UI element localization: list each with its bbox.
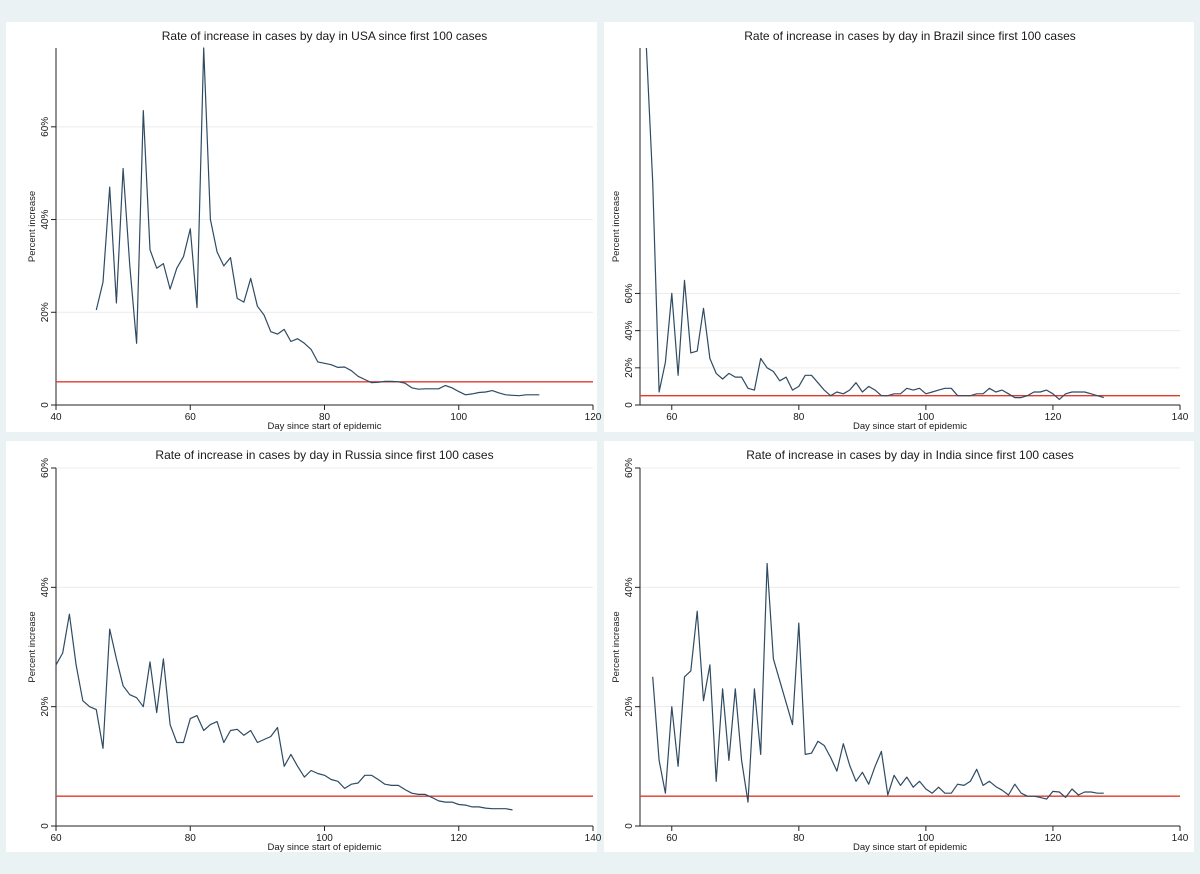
panel-background (604, 22, 1194, 432)
y-tick-label: 60% (40, 117, 51, 137)
x-tick-label: 40 (50, 412, 62, 423)
x-axis-label: Day since start of epidemic (853, 421, 967, 432)
x-tick-label: 120 (1045, 833, 1062, 844)
chart-panel-3: Rate of increase in cases by day in Russ… (6, 441, 602, 853)
y-tick-label: 20% (40, 697, 51, 717)
y-tick-label: 60% (624, 283, 635, 303)
x-tick-label: 120 (450, 833, 467, 844)
y-tick-label: 60% (624, 458, 635, 478)
x-tick-label: 140 (585, 833, 602, 844)
x-tick-label: 80 (319, 412, 331, 423)
series-line (55, 613, 513, 811)
chart-title: Rate of increase in cases by day in Braz… (744, 29, 1076, 43)
series-line (95, 47, 540, 397)
panel-background (6, 22, 597, 432)
x-tick-label: 120 (1045, 412, 1062, 423)
y-axis-label: Percent increase (27, 191, 38, 262)
y-tick-label: 0 (40, 402, 51, 408)
x-tick-label: 120 (585, 412, 602, 423)
chart-panel-2: Rate of increase in cases by day in Braz… (604, 22, 1194, 432)
x-tick-label: 80 (793, 412, 805, 423)
x-tick-label: 60 (666, 833, 678, 844)
x-tick-label: 100 (316, 833, 333, 844)
x-tick-label: 100 (918, 833, 935, 844)
x-tick-label: 100 (918, 412, 935, 423)
y-tick-label: 40% (624, 577, 635, 597)
y-tick-label: 60% (40, 458, 51, 478)
y-axis-label: Percent increase (611, 611, 622, 682)
x-tick-label: 60 (666, 412, 678, 423)
chart-title: Rate of increase in cases by day in USA … (162, 29, 488, 43)
chart-panel-4: Rate of increase in cases by day in Indi… (604, 441, 1194, 853)
y-tick-label: 0 (624, 402, 635, 408)
y-axis-label: Percent increase (27, 611, 38, 682)
y-tick-label: 20% (40, 302, 51, 322)
y-tick-label: 40% (624, 321, 635, 341)
chart-title: Rate of increase in cases by day in Indi… (746, 448, 1074, 462)
x-tick-label: 60 (185, 412, 197, 423)
chart-title: Rate of increase in cases by day in Russ… (155, 448, 493, 462)
y-tick-label: 20% (624, 697, 635, 717)
y-axis-label: Percent increase (611, 191, 622, 262)
x-tick-label: 140 (1172, 833, 1189, 844)
y-tick-label: 40% (40, 577, 51, 597)
y-tick-label: 40% (40, 209, 51, 229)
x-tick-label: 80 (793, 833, 805, 844)
x-axis-label: Day since start of epidemic (853, 842, 967, 853)
y-tick-label: 0 (40, 823, 51, 829)
series-line (645, 47, 1104, 400)
panel-background (6, 441, 597, 852)
panel-background (604, 441, 1194, 852)
series-line (652, 562, 1104, 803)
chart-panel-1: Rate of increase in cases by day in USA … (6, 22, 602, 432)
x-axis-label: Day since start of epidemic (267, 421, 381, 432)
x-tick-label: 80 (185, 833, 197, 844)
x-tick-label: 60 (50, 833, 62, 844)
x-axis-label: Day since start of epidemic (267, 842, 381, 853)
x-tick-label: 140 (1172, 412, 1189, 423)
y-tick-label: 0 (624, 823, 635, 829)
y-tick-label: 20% (624, 358, 635, 378)
x-tick-label: 100 (450, 412, 467, 423)
